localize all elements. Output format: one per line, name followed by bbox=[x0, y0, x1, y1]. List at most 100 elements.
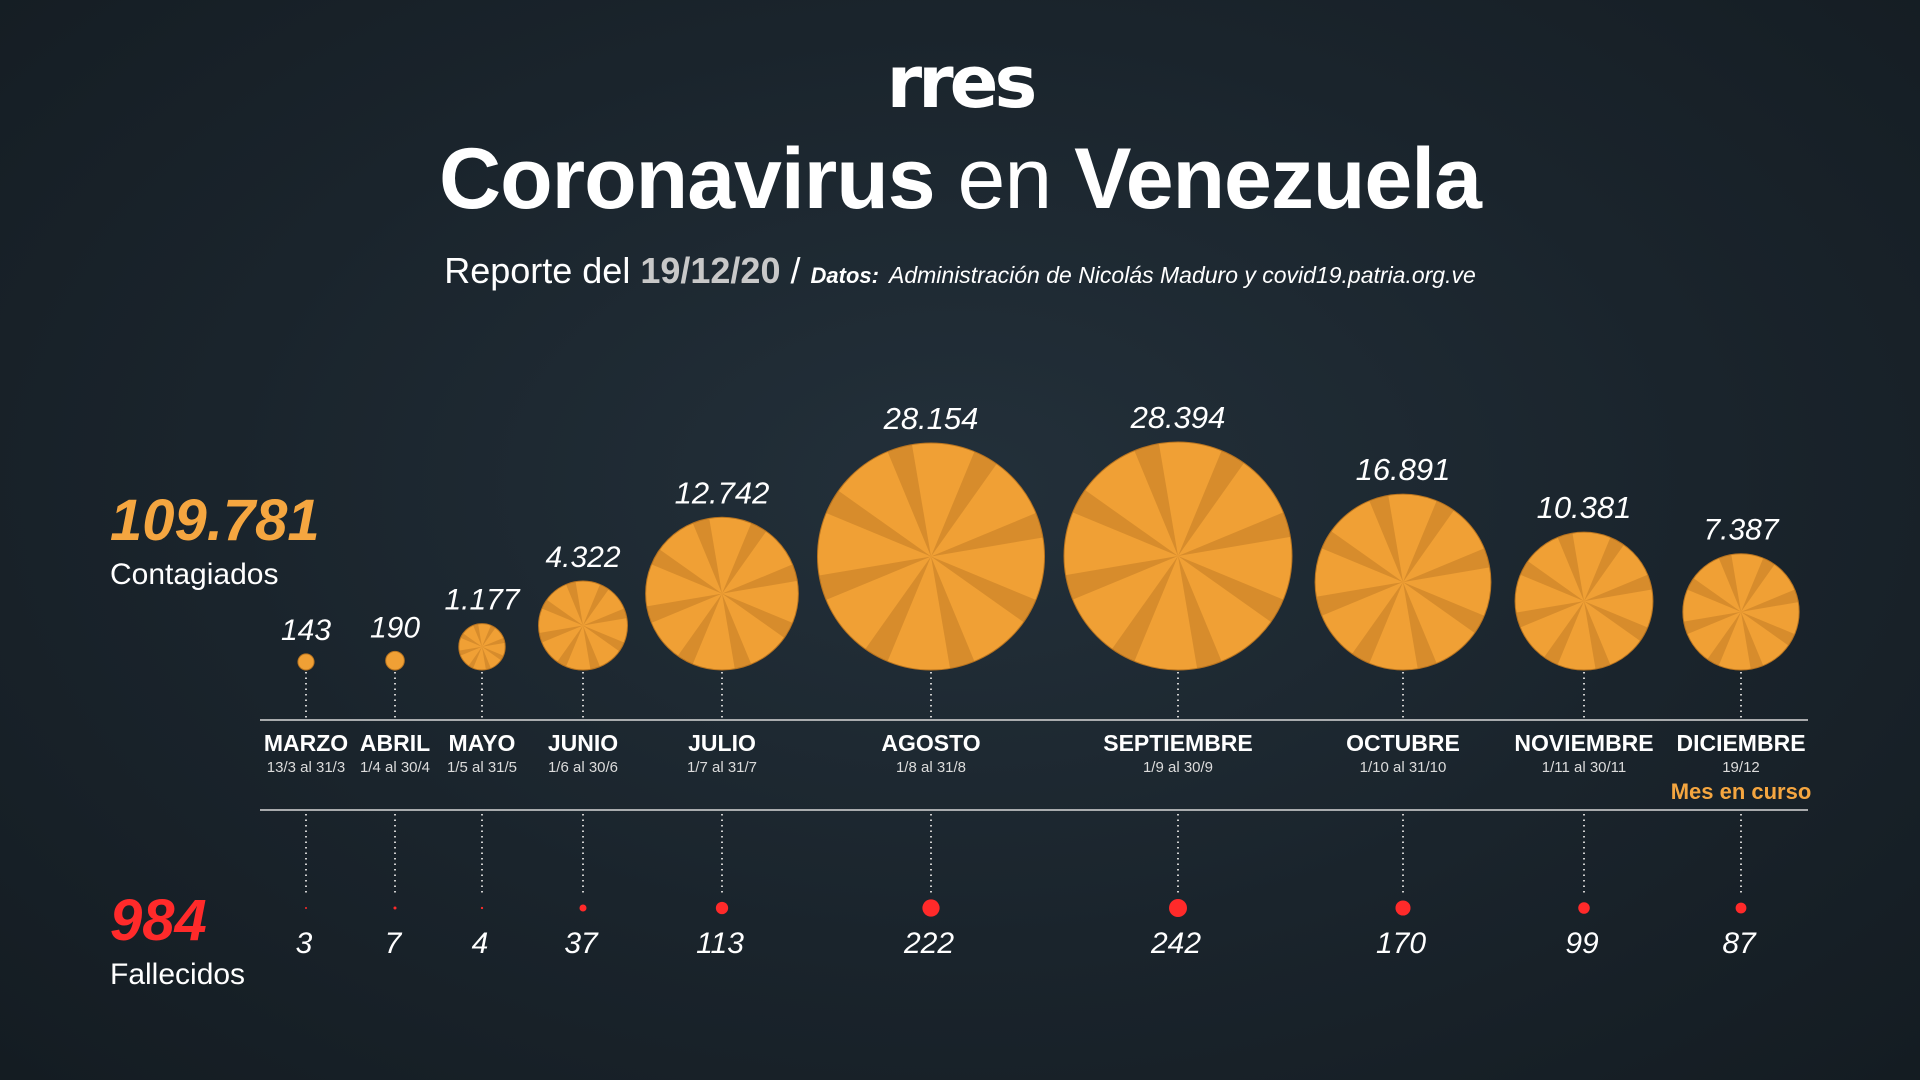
death-value-diciembre: 87 bbox=[1722, 927, 1757, 960]
bubble-texture-noviembre bbox=[1516, 601, 1584, 628]
bubble-diciembre bbox=[1682, 553, 1800, 671]
bubble-texture-octubre bbox=[1316, 582, 1403, 616]
cases-total-block: 109.781 Contagiados bbox=[110, 492, 320, 592]
deaths-label: Fallecidos bbox=[110, 958, 246, 991]
bubble-noviembre bbox=[1514, 531, 1654, 671]
bubble-texture-julio bbox=[722, 593, 793, 638]
bubble-texture-junio bbox=[539, 625, 583, 643]
case-value-junio: 4.322 bbox=[545, 541, 620, 574]
month-period-junio: 1/6 al 30/6 bbox=[548, 759, 618, 776]
death-value-abril: 7 bbox=[385, 927, 403, 960]
death-dot-mayo bbox=[480, 906, 484, 910]
case-value-diciembre: 7.387 bbox=[1703, 514, 1779, 547]
bubble-texture-agosto bbox=[826, 490, 931, 557]
bubble-texture-julio bbox=[651, 549, 722, 594]
case-value-mayo: 1.177 bbox=[444, 584, 520, 617]
bubble-texture-diciembre bbox=[1741, 611, 1795, 646]
deaths-total: 984 bbox=[110, 888, 207, 953]
bubble-texture-julio bbox=[646, 593, 722, 623]
death-value-julio: 113 bbox=[696, 927, 744, 960]
bubble-texture-agosto bbox=[865, 556, 931, 662]
bubble-texture-noviembre bbox=[1557, 533, 1584, 602]
bubble-texture-noviembre bbox=[1584, 601, 1648, 641]
bubble-texture-septiembre bbox=[1178, 556, 1284, 622]
death-dot-junio bbox=[579, 904, 587, 912]
bubble-texture-diciembre bbox=[1718, 554, 1741, 612]
bubble-texture-septiembre bbox=[1178, 450, 1244, 556]
bubble-agosto bbox=[816, 442, 1046, 671]
bubble-texture-junio bbox=[557, 625, 583, 667]
bubble-texture-diciembre bbox=[1741, 611, 1764, 670]
month-period-mayo: 1/5 al 31/5 bbox=[447, 759, 517, 776]
month-name-marzo: MARZO bbox=[264, 730, 348, 756]
month-name-noviembre: NOVIEMBRE bbox=[1514, 730, 1653, 756]
bubble-texture-agosto bbox=[887, 444, 931, 557]
subtitle-separator: / bbox=[790, 250, 801, 291]
month-period-marzo: 13/3 al 31/3 bbox=[267, 759, 345, 776]
case-value-abril: 190 bbox=[370, 611, 420, 644]
bubble-abril bbox=[385, 650, 405, 671]
death-dot-abril bbox=[393, 906, 397, 910]
current-month-note: Mes en curso bbox=[1671, 779, 1812, 804]
month-period-agosto: 1/8 al 31/8 bbox=[896, 759, 966, 776]
bubble-texture-mayo bbox=[459, 646, 482, 656]
title-part-2: en bbox=[957, 131, 1053, 227]
bubble-texture-diciembre bbox=[1741, 589, 1799, 612]
report-date: 19/12/20 bbox=[640, 250, 781, 291]
month-name-julio: JULIO bbox=[688, 730, 756, 756]
death-value-septiembre: 242 bbox=[1150, 927, 1201, 960]
month-name-octubre: OCTUBRE bbox=[1346, 730, 1460, 756]
month-name-abril: ABRIL bbox=[360, 730, 430, 756]
bubble-texture-junio bbox=[541, 599, 583, 626]
month-period-abril: 1/4 al 30/4 bbox=[360, 759, 430, 776]
month-period-septiembre: 1/9 al 30/9 bbox=[1143, 759, 1213, 776]
bubble-texture-julio bbox=[692, 518, 722, 594]
cases-label: Contagiados bbox=[110, 558, 279, 591]
month-period-octubre: 1/10 al 31/10 bbox=[1360, 759, 1447, 776]
bubble-texture-octubre bbox=[1403, 548, 1490, 583]
bubble-texture-mayo bbox=[473, 623, 482, 647]
bubble-texture-agosto bbox=[931, 513, 1043, 557]
bubble-texture-agosto bbox=[819, 556, 931, 600]
death-dot-noviembre bbox=[1578, 902, 1590, 914]
death-dot-agosto bbox=[922, 899, 940, 917]
bubble-texture-mayo bbox=[468, 646, 482, 669]
bubble-texture-agosto bbox=[931, 451, 997, 557]
case-value-julio: 12.742 bbox=[675, 475, 770, 510]
month-name-agosto: AGOSTO bbox=[881, 730, 980, 756]
death-value-mayo: 4 bbox=[472, 927, 489, 960]
deaths-total-block: 984 Fallecidos bbox=[110, 892, 245, 992]
bubble-junio bbox=[538, 580, 628, 671]
bubble-texture-septiembre bbox=[1178, 512, 1291, 556]
month-name-junio: JUNIO bbox=[548, 730, 618, 756]
bubble-texture-mayo bbox=[460, 633, 482, 647]
death-dot-octubre bbox=[1395, 900, 1411, 916]
death-value-marzo: 3 bbox=[296, 927, 313, 960]
bubble-texture-diciembre bbox=[1741, 558, 1775, 612]
bubble-texture-junio bbox=[565, 581, 583, 626]
bubble-texture-septiembre bbox=[1065, 556, 1178, 600]
bubble-octubre bbox=[1314, 493, 1492, 671]
bubble-texture-octubre bbox=[1403, 582, 1485, 633]
bubble-texture-junio bbox=[583, 625, 625, 652]
death-dot-julio bbox=[715, 901, 729, 915]
bubble-texture-octubre bbox=[1352, 582, 1403, 664]
case-value-octubre: 16.891 bbox=[1356, 452, 1451, 487]
bubble-texture-octubre bbox=[1369, 495, 1403, 583]
month-name-diciembre: DICIEMBRE bbox=[1676, 730, 1805, 756]
bubble-texture-diciembre bbox=[1707, 611, 1741, 666]
bubble-texture-septiembre bbox=[1178, 556, 1222, 669]
case-value-septiembre: 28.394 bbox=[1130, 400, 1226, 435]
death-value-octubre: 170 bbox=[1376, 927, 1426, 960]
case-value-marzo: 143 bbox=[281, 614, 331, 647]
bubble-julio bbox=[645, 516, 799, 671]
page-title: Coronavirus en Venezuela bbox=[0, 130, 1920, 229]
death-dot-septiembre bbox=[1169, 899, 1187, 917]
bubble-texture-agosto bbox=[931, 556, 975, 669]
bubble-texture-noviembre bbox=[1544, 601, 1584, 665]
bubble-texture-septiembre bbox=[1072, 490, 1178, 556]
report-prefix: Reporte del bbox=[444, 250, 631, 291]
bubble-marzo bbox=[297, 653, 315, 671]
bubble-septiembre bbox=[1063, 441, 1293, 671]
